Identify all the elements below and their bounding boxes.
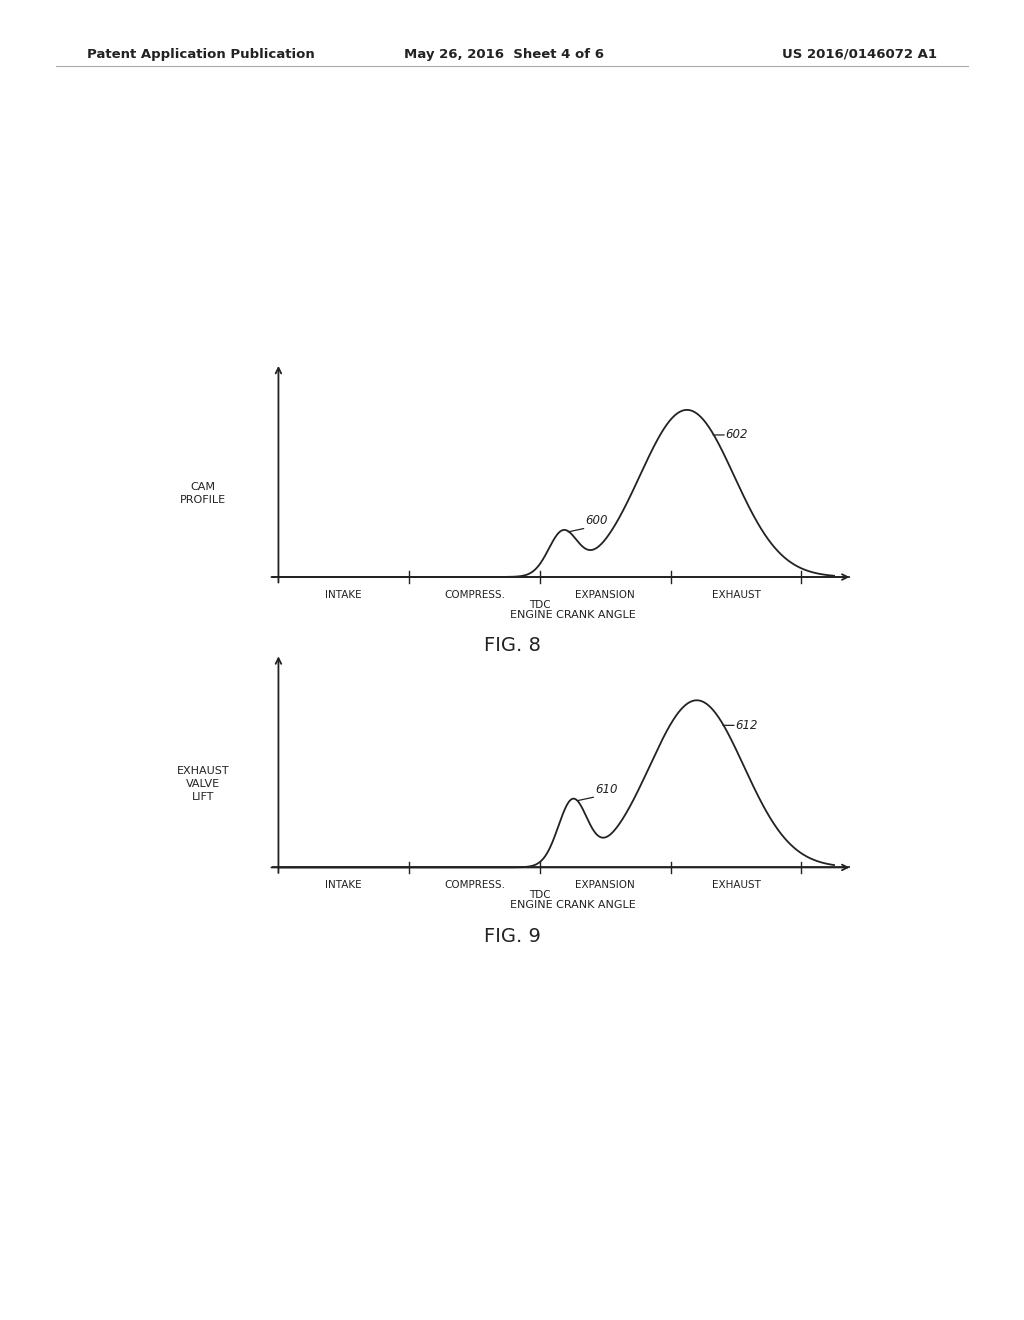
Text: INTAKE: INTAKE [326,880,362,890]
Text: 600: 600 [585,513,607,527]
Text: EXPANSION: EXPANSION [575,590,635,599]
Text: EXHAUST
VALVE
LIFT: EXHAUST VALVE LIFT [177,766,229,803]
Text: COMPRESS.: COMPRESS. [444,590,505,599]
Text: 602: 602 [726,429,748,441]
Text: 610: 610 [595,783,617,796]
Text: TDC: TDC [529,890,551,900]
Text: ENGINE CRANK ANGLE: ENGINE CRANK ANGLE [510,610,636,619]
Text: ENGINE CRANK ANGLE: ENGINE CRANK ANGLE [510,900,636,909]
Text: Patent Application Publication: Patent Application Publication [87,48,314,61]
Text: COMPRESS.: COMPRESS. [444,880,505,890]
Text: FIG. 9: FIG. 9 [483,927,541,945]
Text: CAM
PROFILE: CAM PROFILE [180,482,226,506]
Text: TDC: TDC [529,599,551,610]
Text: EXHAUST: EXHAUST [712,590,761,599]
Text: EXPANSION: EXPANSION [575,880,635,890]
Text: US 2016/0146072 A1: US 2016/0146072 A1 [782,48,937,61]
Text: INTAKE: INTAKE [326,590,362,599]
Text: EXHAUST: EXHAUST [712,880,761,890]
Text: 612: 612 [735,719,758,731]
Text: May 26, 2016  Sheet 4 of 6: May 26, 2016 Sheet 4 of 6 [404,48,604,61]
Text: FIG. 8: FIG. 8 [483,636,541,655]
